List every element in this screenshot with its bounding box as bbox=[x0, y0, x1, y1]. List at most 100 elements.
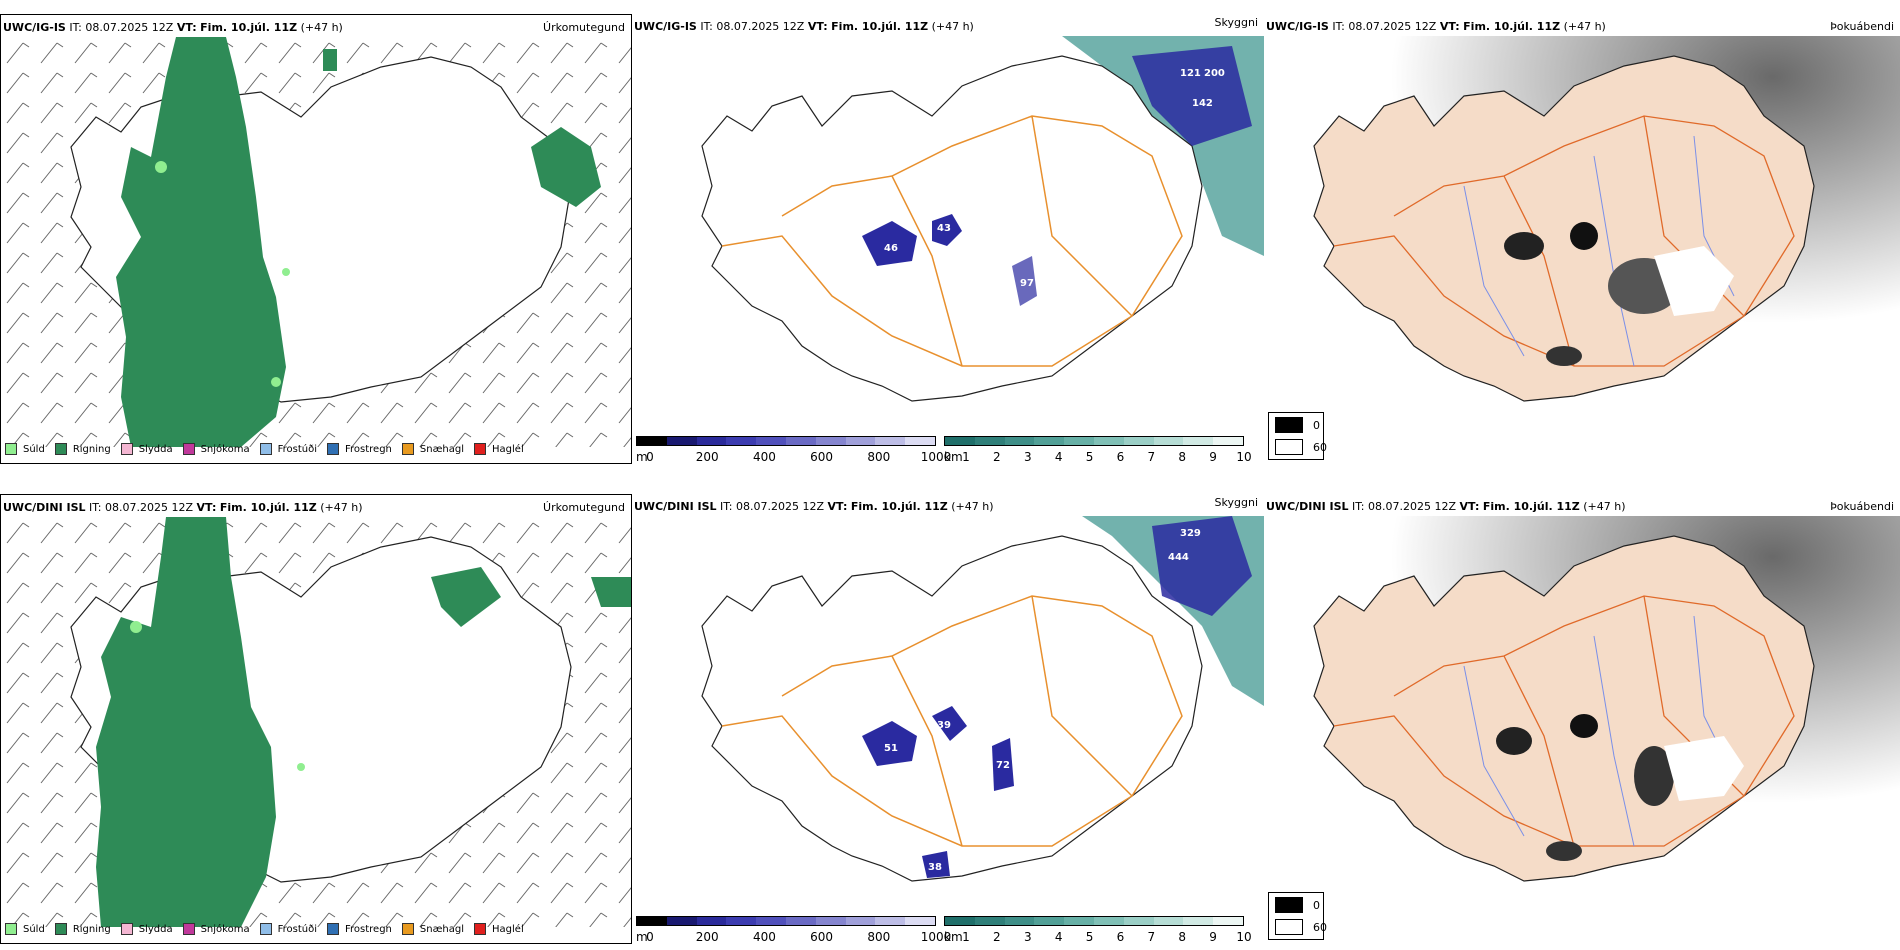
colorbar-tick-label: 0 bbox=[646, 930, 654, 944]
colorbar-segment bbox=[1034, 437, 1065, 445]
panel-header: UWC/IG-IS IT: 08.07.2025 12Z VT: Fim. 10… bbox=[1266, 20, 1606, 33]
colorbar-segment bbox=[905, 437, 935, 445]
panel-header: UWC/IG-IS IT: 08.07.2025 12Z VT: Fim. 10… bbox=[3, 21, 343, 34]
cloud-panel-top: UWC/IG-IS IT: 08.07.2025 12Z VT: Fim. 10… bbox=[632, 14, 1264, 464]
colorbar-tick-label: 2 bbox=[993, 450, 1001, 464]
fog-map bbox=[1264, 36, 1900, 446]
cloud-base-label: 142 bbox=[1192, 98, 1213, 109]
colorbar-segment bbox=[1034, 917, 1065, 925]
legend-item: Súld bbox=[5, 923, 45, 935]
colorbar-tick-label: 6 bbox=[1116, 450, 1125, 464]
colorbar-segment bbox=[696, 917, 727, 925]
colorbar-tick-label: 10 bbox=[1236, 930, 1252, 944]
legend-swatch bbox=[54, 923, 67, 935]
colorbar-segment bbox=[945, 437, 975, 445]
cloud-base-label: 200 bbox=[1204, 68, 1225, 79]
colorbar-tick-label: 2 bbox=[993, 930, 1001, 944]
legend-label: Frostregn bbox=[345, 923, 392, 935]
legend-item: Frostregn bbox=[327, 923, 392, 935]
colorbar-tick-label: 6 bbox=[1116, 930, 1125, 944]
precip-map bbox=[1, 517, 631, 927]
colorbar-tick-label: 800 bbox=[867, 930, 891, 944]
legend-label: Haglél bbox=[492, 443, 524, 455]
legend-label: Súld bbox=[23, 923, 45, 935]
legend-item: Haglél bbox=[474, 443, 524, 455]
cloud-base-label: 72 bbox=[996, 760, 1010, 771]
colorbar-segment bbox=[1183, 437, 1214, 445]
legend-item: Slydda bbox=[120, 923, 173, 935]
colorbar-segment bbox=[666, 917, 697, 925]
legend-swatch bbox=[327, 443, 339, 455]
legend-item: Súld bbox=[5, 443, 45, 455]
legend-item: Frostregn bbox=[327, 443, 392, 455]
legend-swatch bbox=[401, 443, 414, 455]
colorbar-tick-label: 10 bbox=[1236, 450, 1252, 464]
cloud-base-label: 444 bbox=[1168, 552, 1189, 563]
panel-header: UWC/DINI ISL IT: 08.07.2025 12Z VT: Fim.… bbox=[3, 501, 363, 514]
legend-label: Snjókoma bbox=[200, 443, 250, 455]
legend-item: Rigning bbox=[54, 923, 111, 935]
iceland-land bbox=[1313, 55, 1815, 402]
colorbar-tick-label: 400 bbox=[752, 930, 776, 944]
colorbar-tick-label: 9 bbox=[1209, 450, 1217, 464]
cloud-base-label: 51 bbox=[884, 743, 898, 754]
fog-patch bbox=[1570, 714, 1598, 738]
legend-swatch bbox=[474, 443, 487, 455]
legend-label: Snæhagl bbox=[419, 443, 465, 455]
legend-item: Rigning bbox=[54, 443, 111, 455]
legend-swatch bbox=[5, 923, 17, 935]
low-cloud bbox=[932, 214, 962, 246]
colorbar-segment bbox=[666, 437, 697, 445]
rain-area bbox=[96, 517, 276, 927]
legend-item: Snjókoma bbox=[182, 443, 250, 455]
drizzle-spot bbox=[297, 763, 305, 771]
rain-area-north bbox=[323, 49, 337, 71]
low-cloud bbox=[1132, 46, 1252, 146]
low-cloud bbox=[922, 851, 950, 878]
cloud-map: 46 43 121 200 142 97 bbox=[701, 36, 1264, 402]
drizzle-spot bbox=[282, 268, 290, 276]
colorbar-tick-label: 3 bbox=[1023, 930, 1032, 944]
cloud-base-label: 38 bbox=[928, 862, 942, 873]
legend-swatch bbox=[401, 923, 414, 935]
colorbar-tick-label: 3 bbox=[1023, 450, 1032, 464]
rain-area bbox=[116, 37, 286, 447]
colorbar-segment bbox=[756, 437, 786, 445]
colorbar-segment bbox=[945, 917, 975, 925]
road-network bbox=[721, 115, 1183, 367]
cloud-base-label: 97 bbox=[1020, 278, 1034, 289]
precip-map bbox=[1, 37, 631, 447]
colorbar-tick-label: 400 bbox=[752, 450, 776, 464]
colorbar-segment bbox=[1093, 437, 1124, 445]
legend-swatch bbox=[5, 443, 17, 455]
colorbar-tick-label: 200 bbox=[695, 450, 719, 464]
colorbar-tick-label: 9 bbox=[1209, 930, 1217, 944]
colorbar-segment bbox=[1123, 437, 1154, 445]
precip-legend: Súld Rigning Slydda Snjókoma Frostúði Frostre… bbox=[5, 441, 534, 457]
colorbar-segment bbox=[637, 917, 667, 925]
precip-legend: Súld Rigning Slydda Snjókoma Frostúði Frostre… bbox=[5, 921, 534, 937]
rain-area-north bbox=[431, 567, 501, 627]
colorbar-segment bbox=[815, 437, 846, 445]
cloud-base-label: 329 bbox=[1180, 528, 1201, 539]
fog-patch bbox=[1496, 727, 1532, 755]
colorbar-segment bbox=[785, 437, 816, 445]
drizzle-spot bbox=[271, 377, 281, 387]
drizzle-spot bbox=[130, 621, 142, 633]
fog-panel-bottom: UWC/DINI ISL IT: 08.07.2025 12Z VT: Fim.… bbox=[1264, 494, 1900, 944]
panel-title: Skyggni bbox=[1214, 16, 1258, 29]
legend-label: Rigning bbox=[72, 923, 111, 935]
legend-swatch bbox=[54, 443, 67, 455]
colorbar-tick-label: 1 bbox=[962, 930, 970, 944]
legend-item: Snjókoma bbox=[182, 923, 250, 935]
colorbar-tick-label: 1 bbox=[962, 450, 970, 464]
colorbar-tick-label: 5 bbox=[1085, 930, 1094, 944]
drizzle-spot bbox=[155, 161, 167, 173]
cloud-map: 51 39 72 329 444 38 bbox=[701, 516, 1264, 882]
low-cloud bbox=[1012, 256, 1037, 306]
colorbar-segment bbox=[1004, 917, 1035, 925]
legend-swatch bbox=[259, 443, 272, 455]
fog-key: 0 60 bbox=[1268, 412, 1327, 460]
colorbar-segment bbox=[1183, 917, 1214, 925]
colorbar-segment bbox=[1093, 917, 1124, 925]
